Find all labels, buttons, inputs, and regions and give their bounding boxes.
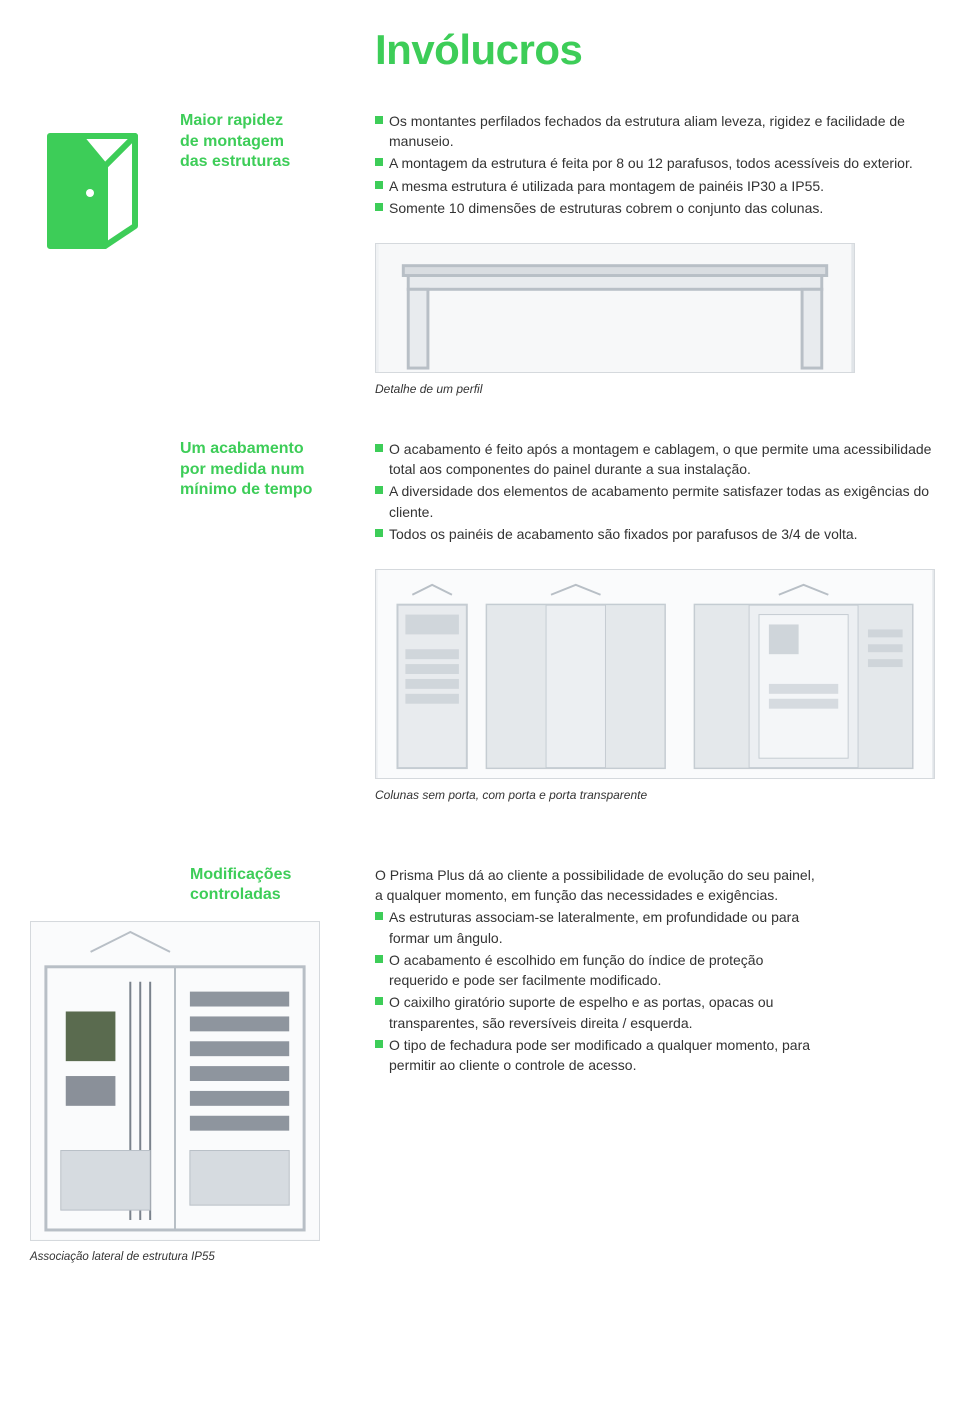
section-2-label-col: Um acabamento por medida num mínimo de t… <box>180 439 375 805</box>
bullet-item: Todos os painéis de acabamento são fixad… <box>375 524 950 544</box>
bullet-square-icon <box>375 444 383 452</box>
bullet-square-icon <box>375 486 383 494</box>
bullet-text: A montagem da estrutura é feita por 8 ou… <box>389 153 950 173</box>
section-1: Maior rapidez de montagem das estruturas… <box>0 111 960 399</box>
ip55-structure-image <box>30 921 320 1241</box>
section-3-label-col: Modificações controladas <box>30 865 210 907</box>
bullet-text: Os montantes perfilados fechados da estr… <box>389 111 950 152</box>
bullet-item: As estruturas associam-se lateralmente, … <box>375 907 820 948</box>
section-2-content: O acabamento é feito após a montagem e c… <box>375 439 960 805</box>
section-2: Um acabamento por medida num mínimo de t… <box>0 439 960 805</box>
bullet-text: Todos os painéis de acabamento são fixad… <box>389 524 950 544</box>
bullet-item: A montagem da estrutura é feita por 8 ou… <box>375 153 950 173</box>
spacer <box>335 865 375 1242</box>
bullet-item: Os montantes perfilados fechados da estr… <box>375 111 950 152</box>
bullet-text: O tipo de fechadura pode ser modificado … <box>389 1035 820 1076</box>
bullet-square-icon <box>375 203 383 211</box>
section-3-image-col: Modificações controladas <box>0 865 335 1242</box>
section-3: Modificações controladas <box>0 865 960 1242</box>
section-1-caption: Detalhe de um perfil <box>375 381 950 398</box>
bullet-text: A mesma estrutura é utilizada para monta… <box>389 176 950 196</box>
icon-column <box>0 111 180 399</box>
bullet-text: O acabamento é feito após a montagem e c… <box>389 439 950 480</box>
bullet-item: Somente 10 dimensões de estruturas cobre… <box>375 198 950 218</box>
bullet-item: O tipo de fechadura pode ser modificado … <box>375 1035 820 1076</box>
bullet-item: O acabamento é feito após a montagem e c… <box>375 439 950 480</box>
section-1-content: Os montantes perfilados fechados da estr… <box>375 111 960 399</box>
bullet-text: As estruturas associam-se lateralmente, … <box>389 907 820 948</box>
page-title: Invólucros <box>375 20 960 81</box>
section-3-caption: Associação lateral de estrutura IP55 <box>30 1249 960 1266</box>
section-1-label-col: Maior rapidez de montagem das estruturas <box>180 111 375 399</box>
section-3-intro: O Prisma Plus dá ao cliente a possibilid… <box>375 865 820 906</box>
bullet-item: A diversidade dos elementos de acabament… <box>375 481 950 522</box>
columns-image <box>375 569 935 779</box>
bullet-square-icon <box>375 116 383 124</box>
bullet-square-icon <box>375 158 383 166</box>
bullet-square-icon <box>375 181 383 189</box>
bullet-item: O acabamento é escolhido em função do ín… <box>375 950 820 991</box>
section-2-label: Um acabamento por medida num mínimo de t… <box>180 439 355 501</box>
bullet-text: O caixilho giratório suporte de espelho … <box>389 992 820 1033</box>
bullet-text: Somente 10 dimensões de estruturas cobre… <box>389 198 950 218</box>
bullet-text: O acabamento é escolhido em função do ín… <box>389 950 820 991</box>
bullet-square-icon <box>375 955 383 963</box>
bullet-square-icon <box>375 997 383 1005</box>
bullet-square-icon <box>375 1040 383 1048</box>
bullet-item: A mesma estrutura é utilizada para monta… <box>375 176 950 196</box>
section-1-label: Maior rapidez de montagem das estruturas <box>180 111 355 173</box>
bullet-text: A diversidade dos elementos de acabament… <box>389 481 950 522</box>
bullet-item: O caixilho giratório suporte de espelho … <box>375 992 820 1033</box>
cabinet-icon <box>30 111 150 261</box>
section-2-caption: Colunas sem porta, com porta e porta tra… <box>375 787 950 804</box>
bullet-square-icon <box>375 529 383 537</box>
section-3-content: O Prisma Plus dá ao cliente a possibilid… <box>375 865 960 1242</box>
frame-detail-image <box>375 243 855 373</box>
bullet-square-icon <box>375 912 383 920</box>
spacer <box>0 439 180 805</box>
